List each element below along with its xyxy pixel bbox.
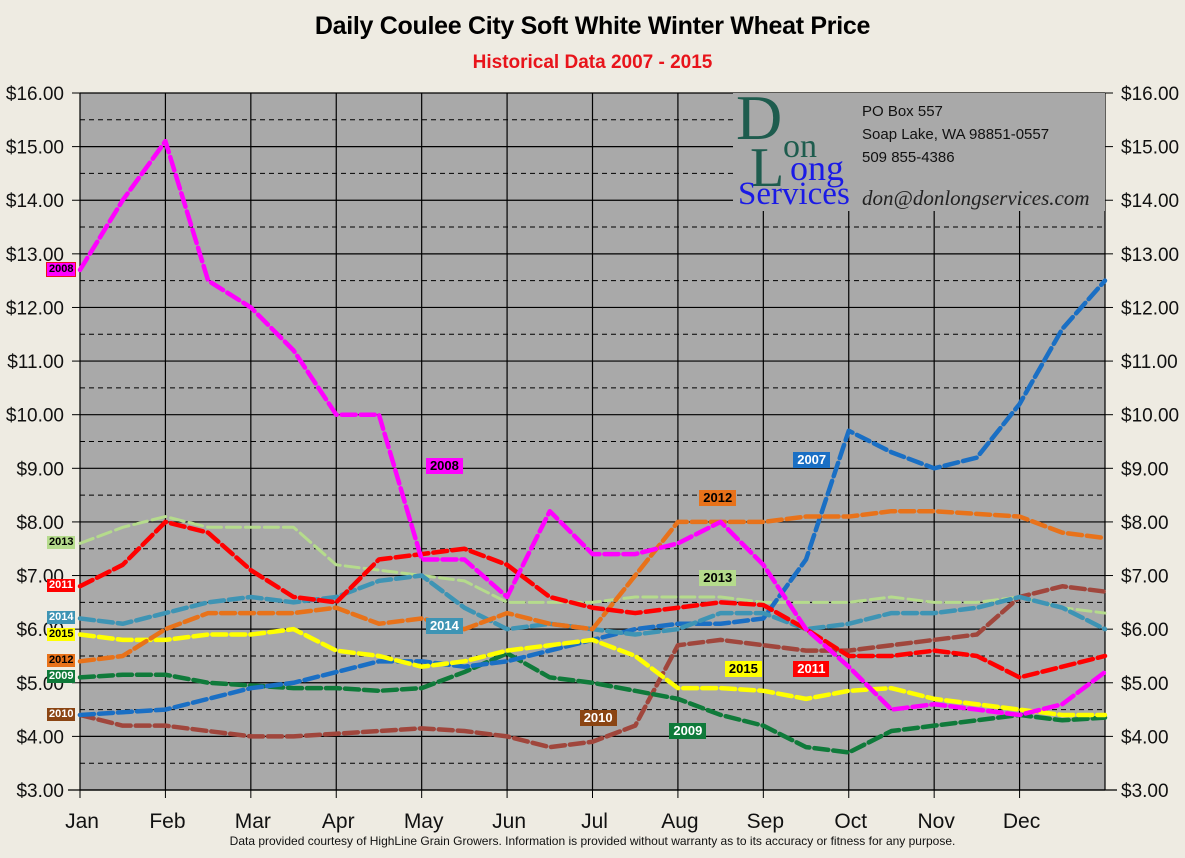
logo-panel bbox=[733, 93, 1105, 211]
y-tick-left: $13.00 bbox=[6, 245, 64, 266]
y-tick-right: $4.00 bbox=[1121, 727, 1169, 748]
inline-label-2010: 2010 bbox=[579, 709, 617, 726]
series-2008 bbox=[77, 139, 1108, 718]
y-tick-left: $9.00 bbox=[16, 459, 64, 480]
y-tick-right: $7.00 bbox=[1121, 567, 1169, 588]
start-label-2011: 2011 bbox=[47, 579, 75, 593]
x-tick-month: Mar bbox=[235, 810, 271, 833]
footer-disclaimer: Data provided courtesy of HighLine Grain… bbox=[229, 834, 956, 848]
y-tick-right: $11.00 bbox=[1121, 352, 1178, 373]
start-label-2013: 2013 bbox=[47, 536, 76, 550]
address-line-2: Soap Lake, WA 98851-0557 bbox=[862, 126, 1050, 143]
inline-label-2009: 2009 bbox=[669, 723, 707, 740]
y-tick-right: $16.00 bbox=[1121, 84, 1179, 105]
series-2009 bbox=[77, 651, 1108, 755]
y-tick-left: $15.00 bbox=[6, 138, 64, 159]
y-tick-left: $11.00 bbox=[7, 352, 64, 373]
inline-label-2015: 2015 bbox=[724, 661, 762, 678]
y-tick-left: $16.00 bbox=[6, 84, 64, 105]
x-tick-month: Jul bbox=[581, 810, 608, 833]
y-tick-right: $14.00 bbox=[1121, 191, 1179, 212]
x-tick-month: Jun bbox=[492, 810, 526, 833]
inline-label-2014: 2014 bbox=[425, 618, 463, 635]
y-tick-left: $8.00 bbox=[16, 513, 64, 534]
axes: $3.00 $3.00$4.00 $4.00$5.00 $5.00$6.00 $6.00… bbox=[6, 84, 1179, 833]
y-tick-left: $3.00 bbox=[16, 781, 64, 802]
y-tick-right: $13.00 bbox=[1121, 245, 1179, 266]
series-2012 bbox=[77, 508, 1108, 664]
phone-number: 509 855-4386 bbox=[862, 149, 955, 166]
x-tick-month: Oct bbox=[834, 810, 867, 833]
chart-subtitle: Historical Data 2007 - 2015 bbox=[472, 52, 713, 73]
x-tick-month: Sep bbox=[747, 810, 784, 833]
y-tick-left: $12.00 bbox=[6, 298, 64, 319]
y-tick-right: $9.00 bbox=[1121, 459, 1169, 480]
y-tick-right: $8.00 bbox=[1121, 513, 1169, 534]
x-tick-month: May bbox=[404, 810, 444, 833]
inline-label-2008: 2008 bbox=[425, 457, 463, 474]
y-tick-right: $12.00 bbox=[1121, 298, 1179, 319]
start-label-2010: 2010 bbox=[47, 707, 76, 721]
start-label-2008: 2008 bbox=[45, 261, 77, 277]
x-tick-month: Feb bbox=[149, 810, 185, 833]
y-tick-right: $5.00 bbox=[1121, 674, 1169, 695]
series-2010 bbox=[77, 584, 1108, 750]
start-label-2009: 2009 bbox=[47, 670, 76, 684]
x-tick-month: Jan bbox=[65, 810, 99, 833]
y-tick-right: $3.00 bbox=[1121, 781, 1169, 802]
start-label-2012: 2012 bbox=[47, 654, 76, 668]
logo-letter-l: L bbox=[750, 137, 785, 199]
start-label-2014: 2014 bbox=[47, 611, 76, 625]
x-tick-month: Aug bbox=[661, 810, 698, 833]
inline-label-2007: 2007 bbox=[793, 452, 831, 469]
chart-title: Daily Coulee City Soft White Winter Whea… bbox=[314, 12, 871, 40]
x-tick-month: Nov bbox=[917, 810, 955, 833]
series-2015 bbox=[77, 626, 1108, 718]
logo-text-services: Services bbox=[738, 176, 850, 212]
series-2011 bbox=[77, 519, 1108, 680]
y-tick-right: $15.00 bbox=[1121, 138, 1179, 159]
inline-label-2011: 2011 bbox=[793, 661, 830, 678]
inline-label-2012: 2012 bbox=[699, 489, 737, 506]
x-tick-month: Apr bbox=[322, 810, 355, 833]
logo-text-ong: ong bbox=[790, 148, 844, 188]
email-address: don@donlongservices.com bbox=[862, 186, 1090, 210]
inline-label-2013: 2013 bbox=[699, 570, 737, 587]
logo-letter-d: D bbox=[736, 82, 783, 153]
start-label-2015: 2015 bbox=[47, 627, 76, 641]
y-tick-left: $4.00 bbox=[16, 727, 64, 748]
series-lines bbox=[77, 139, 1108, 755]
x-tick-month: Dec bbox=[1003, 810, 1040, 833]
logo-text-on: on bbox=[783, 128, 817, 165]
series-2013 bbox=[78, 515, 1107, 615]
y-tick-right: $6.00 bbox=[1121, 620, 1169, 641]
y-tick-left: $10.00 bbox=[6, 406, 64, 427]
address-line-1: PO Box 557 bbox=[862, 103, 943, 120]
y-tick-right: $10.00 bbox=[1121, 406, 1179, 427]
y-tick-left: $14.00 bbox=[6, 191, 64, 212]
